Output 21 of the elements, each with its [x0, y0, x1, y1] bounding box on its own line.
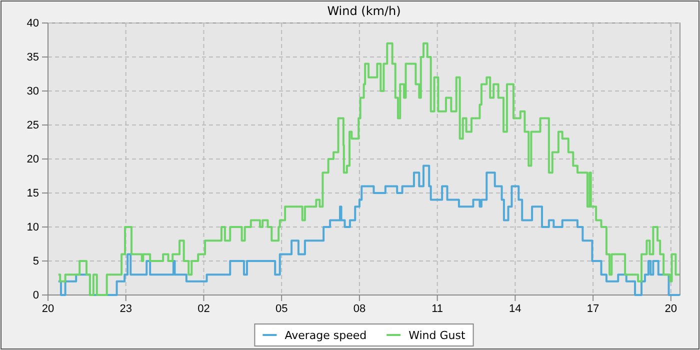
y-tick-label: 0 [32, 290, 39, 302]
x-tick-label: 08 [353, 302, 366, 315]
x-tick-label: 20 [42, 302, 54, 315]
x-tick-label: 23 [120, 302, 132, 315]
y-tick-label: 15 [26, 188, 39, 200]
x-tick-label: 02 [198, 302, 210, 315]
y-tick-label: 25 [26, 120, 39, 132]
x-tick-label: 14 [509, 302, 522, 315]
x-tick-label: 05 [275, 302, 288, 315]
y-tick-label: 35 [26, 52, 39, 64]
y-tick-label: 20 [26, 154, 39, 166]
chart-title: Wind (km/h) [327, 4, 401, 18]
y-tick-label: 40 [26, 18, 39, 30]
y-tick-label: 10 [26, 222, 39, 234]
y-tick-label: 5 [32, 256, 39, 268]
legend-label: Wind Gust [408, 329, 466, 342]
x-tick-label: 11 [432, 302, 444, 315]
x-tick-label: 20 [664, 302, 678, 315]
legend-label: Average speed [284, 329, 367, 342]
y-tick-label: 30 [26, 86, 39, 98]
x-tick-label: 17 [586, 302, 600, 315]
